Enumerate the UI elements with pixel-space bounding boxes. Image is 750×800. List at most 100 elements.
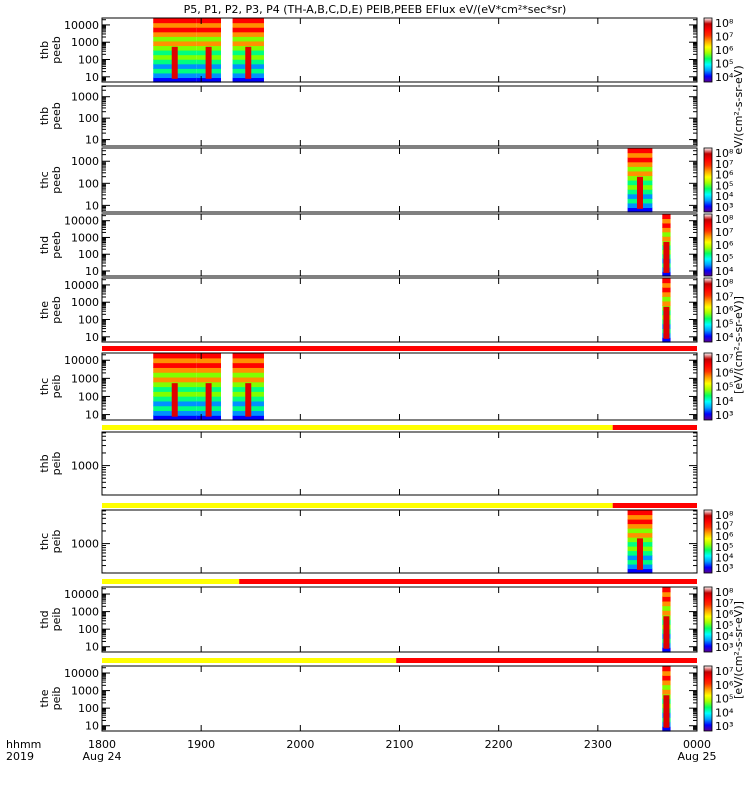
y-tick-label: 100 xyxy=(78,702,99,715)
colorbar-tick-label: 10⁶ xyxy=(715,169,734,182)
spectrogram-cell xyxy=(232,31,264,37)
colorbar-tick-label: 10⁶ xyxy=(715,530,734,543)
y-tick-label: 10000 xyxy=(64,667,99,680)
y-tick-label: 10000 xyxy=(64,588,99,601)
spectrogram-cell xyxy=(662,670,671,676)
spectrogram-cell xyxy=(232,353,264,359)
colorbar-tick-label: 10⁴ xyxy=(715,551,734,564)
spectrogram-cell xyxy=(196,376,221,383)
spectrogram-cell xyxy=(662,679,671,686)
spectrogram-cell xyxy=(662,278,671,284)
x-tick-label: 2200 xyxy=(485,738,513,751)
mode-bar-red xyxy=(612,503,697,508)
spectrogram-cell xyxy=(662,271,671,277)
colorbar-tick-label: 10⁵ xyxy=(715,318,733,331)
colorbar xyxy=(703,213,713,277)
y-tick-label: 100 xyxy=(78,390,99,403)
chart-title: P5, P1, P2, P3, P4 (TH-A,B,C,D,E) PEIB,P… xyxy=(184,3,567,16)
spectrogram-cell xyxy=(232,357,264,364)
colorbar-tick-label: 10³ xyxy=(715,641,733,654)
spectrogram-cell xyxy=(627,170,653,177)
y-tick-label: 100 xyxy=(78,314,99,327)
spectrogram-cell xyxy=(627,166,653,172)
spectrogram-cell xyxy=(153,27,197,33)
y-tick-label: 10 xyxy=(85,720,99,733)
colorbar-tick-label: 10⁵ xyxy=(715,381,733,394)
panel-thc-peib xyxy=(101,509,698,574)
panel-thb-peeb xyxy=(101,85,698,147)
colorbar-tick-label: 10⁷ xyxy=(715,226,733,239)
colorbar-tick-label: 10⁴ xyxy=(715,395,734,408)
panel-thc-peeb-a xyxy=(101,17,698,83)
spectrogram-cell xyxy=(232,77,264,83)
spectrogram-block xyxy=(196,18,221,83)
spectrogram-block xyxy=(232,353,264,421)
spectrogram-cell xyxy=(663,695,670,728)
colorbar-tick-label: 10⁵ xyxy=(715,693,733,706)
spectrogram-block xyxy=(196,353,221,421)
colorbar-tick-label: 10⁴ xyxy=(715,630,734,643)
x-tick-label: 1800 xyxy=(88,738,116,751)
colorbar-tick-label: 10⁸ xyxy=(715,147,734,160)
spectrogram-block xyxy=(627,148,653,213)
panel-ylabel: thc xyxy=(38,533,51,550)
y-tick-label: 1000 xyxy=(71,36,99,49)
spectrogram-cell xyxy=(153,372,197,378)
y-tick-label: 10000 xyxy=(64,354,99,367)
spectrogram-cell xyxy=(153,367,197,373)
spectrogram-cell xyxy=(196,357,221,364)
colorbar xyxy=(703,509,713,574)
spectrogram-cell xyxy=(205,383,212,417)
colorbar-tick-label: 10⁶ xyxy=(715,304,734,317)
spectrogram-cell xyxy=(627,207,653,213)
panel-ylabel: thd xyxy=(38,236,51,254)
spectrogram-cell xyxy=(663,616,670,649)
spectrogram-cell xyxy=(662,337,671,343)
mode-bar-yellow xyxy=(102,503,613,508)
y-tick-label: 1000 xyxy=(71,91,99,104)
panel-thb-peib xyxy=(101,431,698,496)
spectrogram-cell xyxy=(196,36,221,42)
spectrogram-cell xyxy=(232,362,264,368)
spectrogram-block xyxy=(232,18,264,83)
colorbar-tick-label: 10⁷ xyxy=(715,665,733,678)
spectrogram-cell xyxy=(245,46,252,79)
spectrogram-cell xyxy=(245,383,252,417)
colorbar-tick-label: 10⁸ xyxy=(715,17,734,30)
x-tick-label: 2100 xyxy=(386,738,414,751)
spectrogram-cell xyxy=(196,18,221,24)
panel-frame xyxy=(101,147,698,213)
panel-thd-peeb xyxy=(101,213,698,277)
spectrogram-cell xyxy=(232,22,264,28)
mode-bar-yellow xyxy=(102,425,613,430)
spectrogram-cell xyxy=(627,519,653,525)
spectrogram-cell xyxy=(662,596,671,602)
colorbar xyxy=(703,277,713,343)
colorbar-tick-label: 10⁵ xyxy=(715,619,733,632)
colorbar-tick-label: 10⁷ xyxy=(715,520,733,533)
colorbar-tick-label: 10⁸ xyxy=(715,509,734,522)
spectrogram-cell xyxy=(153,31,197,37)
y-tick-label: 1000 xyxy=(71,685,99,698)
spectrogram-cell xyxy=(662,222,671,228)
spectrogram-block xyxy=(662,666,671,732)
spectrogram-cell xyxy=(627,161,653,167)
spectrogram-cell xyxy=(196,367,221,373)
y-tick-label: 10 xyxy=(85,641,99,654)
spectrogram-cell xyxy=(153,353,197,359)
spectrogram-cell xyxy=(232,367,264,373)
colorbar-unit-label: eV/(cm²-s-sr-eV) xyxy=(732,65,745,154)
spectrogram-cell xyxy=(627,523,653,529)
x-tick-sublabel: Aug 25 xyxy=(678,750,717,763)
panel-frame xyxy=(101,85,698,147)
colorbar xyxy=(703,352,713,421)
panel-ylabel: peib xyxy=(50,687,63,711)
spectrogram-cell xyxy=(196,22,221,28)
y-tick-label: 1000 xyxy=(71,296,99,309)
y-tick-label: 100 xyxy=(78,54,99,67)
spectrogram-cell xyxy=(627,528,653,534)
spectrogram-cell xyxy=(662,214,671,220)
spectrogram-cell xyxy=(662,684,671,690)
colorbar-tick-label: 10⁶ xyxy=(715,44,734,57)
spectrogram-cell xyxy=(662,647,671,653)
